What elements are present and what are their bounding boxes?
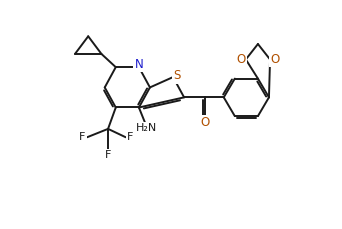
Text: F: F	[127, 132, 134, 142]
Text: O: O	[270, 53, 279, 66]
Text: F: F	[79, 132, 86, 142]
Text: H₂N: H₂N	[136, 123, 157, 134]
Text: N: N	[134, 58, 143, 71]
Text: O: O	[236, 53, 246, 66]
Text: O: O	[200, 116, 210, 129]
Text: F: F	[105, 150, 111, 160]
Text: S: S	[173, 69, 181, 82]
